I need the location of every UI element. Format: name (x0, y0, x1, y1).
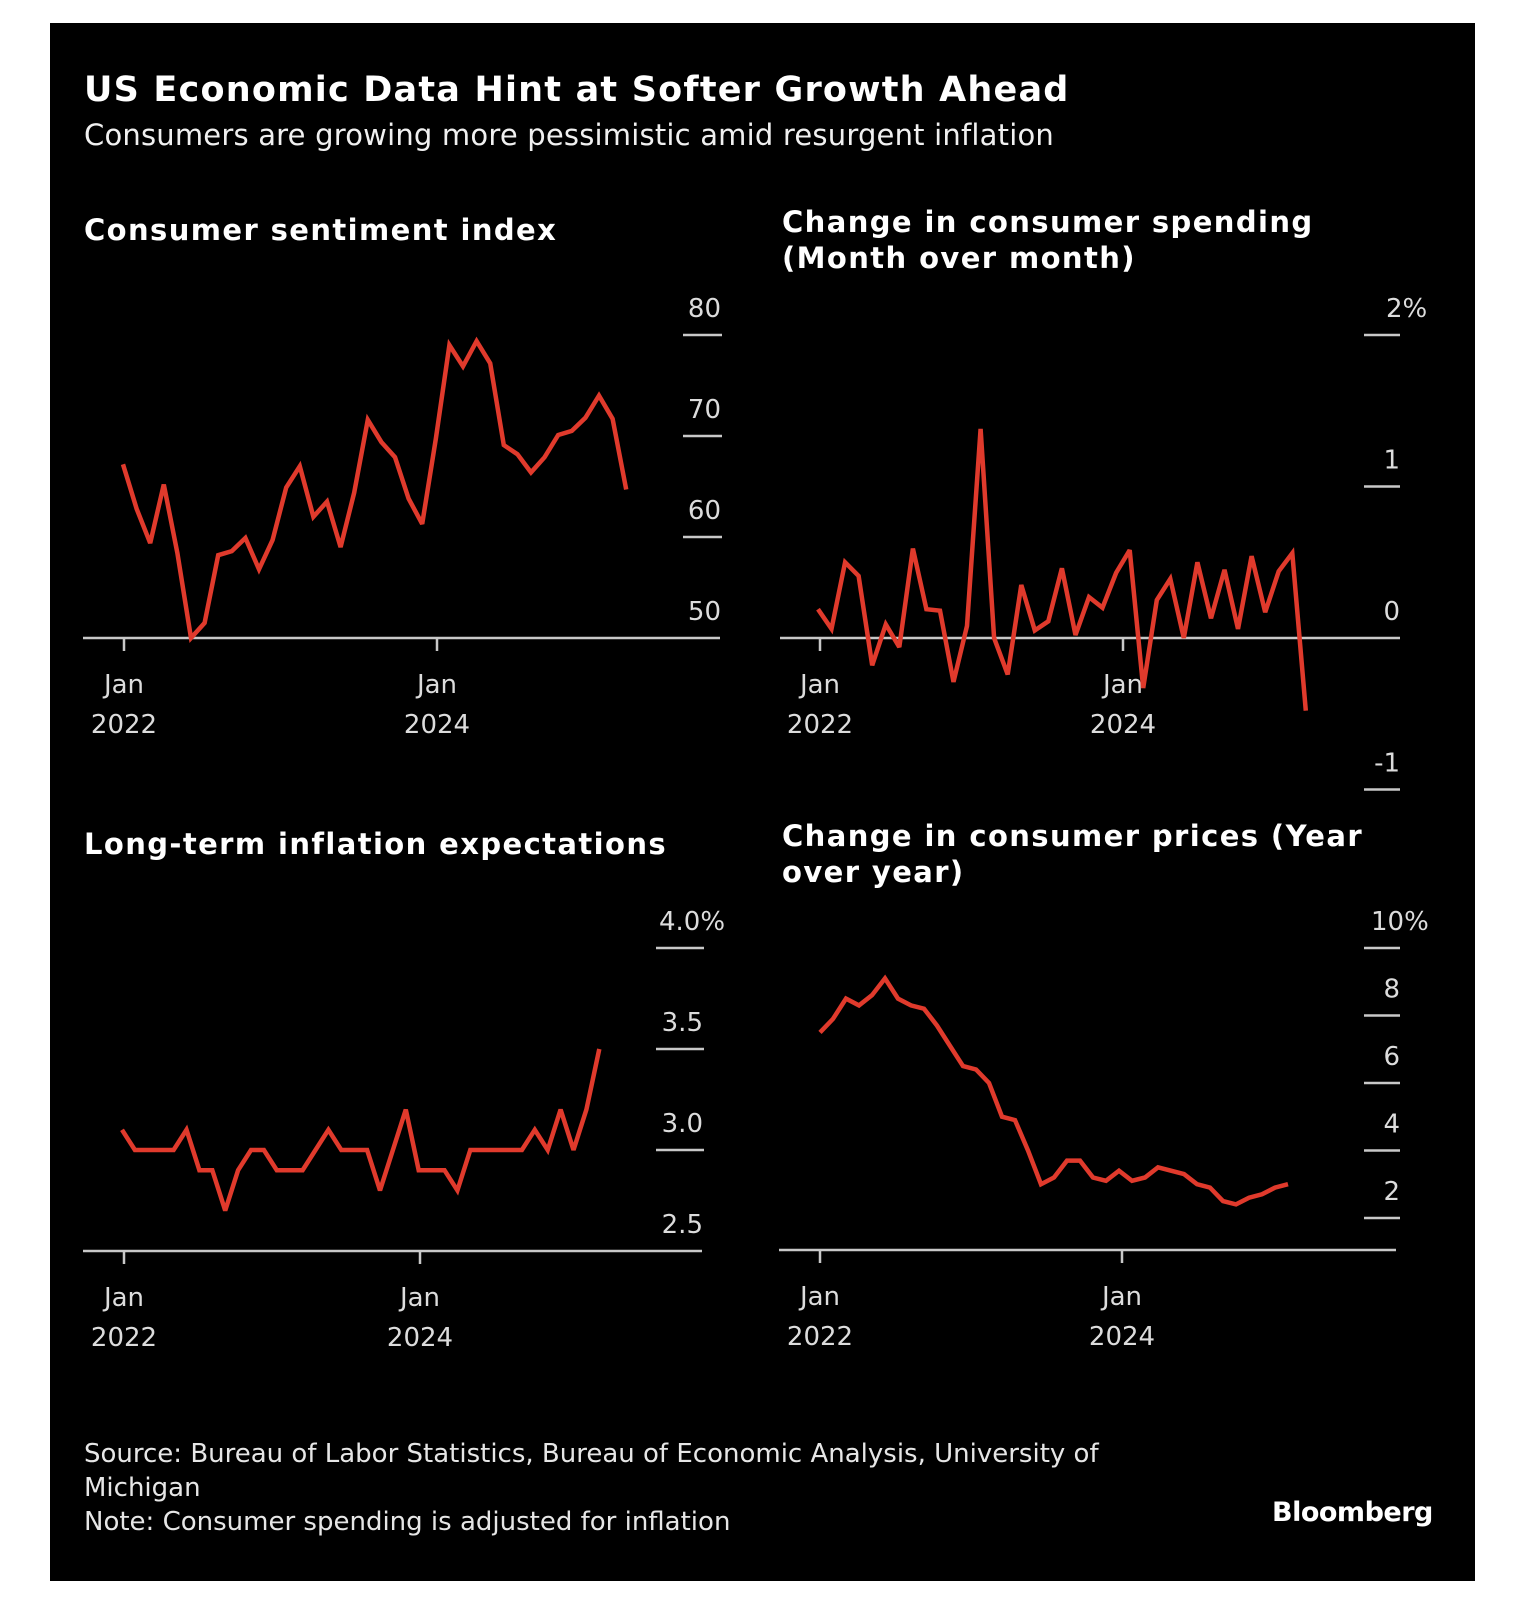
percent-sign: % (1404, 907, 1429, 937)
x-tick-label-month: Jan (798, 670, 840, 700)
chart-title-consumer-prices: Change in consumer prices (Year over yea… (782, 819, 1364, 889)
x-tick-label-month: Jan (798, 1282, 840, 1312)
x-tick-label-month: Jan (102, 670, 144, 700)
percent-sign: % (1403, 294, 1428, 324)
y-tick-label: 60 (688, 496, 721, 526)
y-tick-label: 4 (1383, 1109, 1400, 1139)
y-tick-label: 50 (688, 597, 721, 627)
x-tick-label-month: Jan (398, 1283, 440, 1313)
y-tick-label: -1 (1374, 749, 1400, 779)
x-tick-label-year: 2022 (787, 710, 853, 740)
chart-title-inflation-expectations: Long-term inflation expectations (84, 827, 668, 861)
y-tick-label: 0 (1383, 597, 1400, 627)
x-tick-label-year: 2024 (1089, 1322, 1155, 1352)
y-tick-label: 6 (1383, 1042, 1400, 1072)
y-tick-label: 3.5 (662, 1008, 703, 1038)
x-tick-label-year: 2024 (404, 710, 470, 740)
source-note: Source: Bureau of Labor Statistics, Bure… (84, 1439, 1099, 1503)
series-line (120, 1048, 602, 1212)
y-tick-label: 2% (1386, 294, 1427, 324)
y-tick-label: 10% (1371, 907, 1429, 937)
series-line (818, 974, 1289, 1207)
series-line (816, 428, 1309, 711)
y-tick-label: 1 (1383, 446, 1400, 476)
series-line (120, 336, 629, 644)
chart-panel (50, 23, 1475, 1581)
page-subtitle: Consumers are growing more pessimistic a… (84, 118, 1054, 152)
x-tick-label-year: 2024 (387, 1323, 453, 1353)
y-tick-label: 4.0% (659, 907, 725, 937)
y-tick-label: 80 (688, 294, 721, 324)
chart-title-consumer-spending: Change in consumer spending (Month over … (782, 205, 1314, 275)
bloomberg-logo: Bloomberg (1272, 1497, 1433, 1528)
y-tick-label: 2 (1383, 1177, 1400, 1207)
x-tick-label-year: 2022 (91, 710, 157, 740)
footnote: Note: Consumer spending is adjusted for … (84, 1507, 731, 1537)
y-tick-label: 2.5 (662, 1210, 703, 1240)
chart-title-consumer-sentiment: Consumer sentiment index (84, 213, 558, 247)
x-tick-label-year: 2022 (91, 1323, 157, 1353)
x-tick-label-month: Jan (415, 670, 457, 700)
x-tick-label-month: Jan (102, 1283, 144, 1313)
x-tick-label-month: Jan (1100, 1282, 1142, 1312)
x-tick-label-year: 2022 (787, 1322, 853, 1352)
x-tick-label-month: Jan (1101, 670, 1143, 700)
y-tick-label: 8 (1383, 974, 1400, 1004)
y-tick-label: 70 (688, 395, 721, 425)
x-tick-label-year: 2024 (1090, 710, 1156, 740)
percent-sign: % (700, 907, 725, 937)
y-tick-label: 3.0 (662, 1109, 703, 1139)
page-title: US Economic Data Hint at Softer Growth A… (84, 70, 1070, 110)
